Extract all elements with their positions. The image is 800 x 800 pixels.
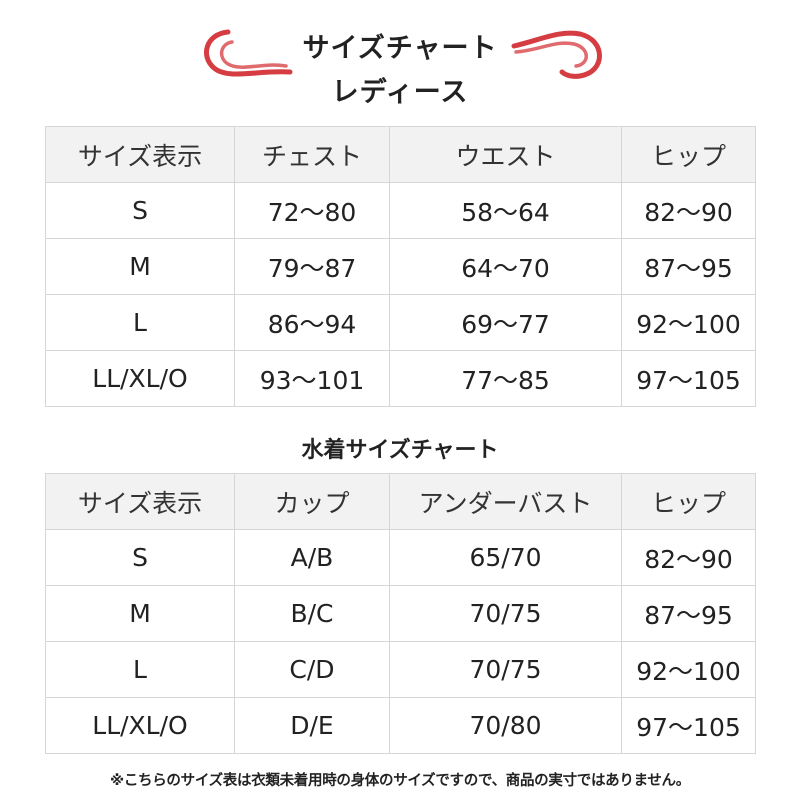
swimwear-title: 水着サイズチャート — [301, 438, 499, 463]
footnote: ※こちらのサイズ表は衣類未着用時の身体のサイズですので、商品の実寸ではありません… — [110, 773, 690, 789]
cell: 97〜105 — [621, 697, 756, 754]
left-swirl-ornament — [203, 29, 293, 77]
column-header: ヒップ — [621, 473, 756, 530]
cell: S — [45, 182, 235, 239]
table-row: L C/D 70/75 92〜100 — [45, 641, 756, 698]
cell: LL/XL/O — [45, 350, 235, 407]
right-swirl-ornament — [511, 30, 602, 79]
cell: 82〜90 — [621, 182, 756, 239]
title-line-2: レディース — [331, 77, 469, 108]
column-header: ヒップ — [621, 126, 756, 183]
cell: LL/XL/O — [45, 697, 235, 754]
cell: 86〜94 — [234, 294, 390, 351]
cell: 70/75 — [389, 641, 622, 698]
cell: 69〜77 — [389, 294, 622, 351]
cell: 82〜90 — [621, 529, 756, 586]
title-line-1: サイズチャート — [302, 33, 498, 64]
column-header: カップ — [234, 473, 390, 530]
column-header: ウエスト — [389, 126, 622, 183]
cell: 97〜105 — [621, 350, 756, 407]
table-row: M 79〜87 64〜70 87〜95 — [45, 238, 756, 295]
table-row: LL/XL/O 93〜101 77〜85 97〜105 — [45, 350, 756, 407]
cell: 70/80 — [389, 697, 622, 754]
cell: 72〜80 — [234, 182, 390, 239]
swimwear-size-table: サイズ表示 カップ アンダーバスト ヒップ S A/B 65/70 82〜90 M B/… — [45, 473, 756, 754]
cell: D/E — [234, 697, 390, 754]
table-row: L 86〜94 69〜77 92〜100 — [45, 294, 756, 351]
cell: 87〜95 — [621, 585, 756, 642]
cell: L — [45, 641, 235, 698]
table-row: M B/C 70/75 87〜95 — [45, 585, 756, 642]
table-row: S 72〜80 58〜64 82〜90 — [45, 182, 756, 239]
ladies-size-table: サイズ表示 チェスト ウエスト ヒップ S 72〜80 58〜64 82〜90 M 79… — [45, 126, 756, 407]
cell: S — [45, 529, 235, 586]
cell: 70/75 — [389, 585, 622, 642]
column-header: アンダーバスト — [389, 473, 622, 530]
cell: 79〜87 — [234, 238, 390, 295]
cell: 92〜100 — [621, 294, 756, 351]
cell: 77〜85 — [389, 350, 622, 407]
table-row: S A/B 65/70 82〜90 — [45, 529, 756, 586]
cell: 93〜101 — [234, 350, 390, 407]
table-header-row: サイズ表示 チェスト ウエスト ヒップ — [45, 126, 756, 183]
cell: A/B — [234, 529, 390, 586]
cell: B/C — [234, 585, 390, 642]
cell: M — [45, 238, 235, 295]
table-header-row: サイズ表示 カップ アンダーバスト ヒップ — [45, 473, 756, 530]
cell: 58〜64 — [389, 182, 622, 239]
cell: C/D — [234, 641, 390, 698]
cell: L — [45, 294, 235, 351]
cell: 65/70 — [389, 529, 622, 586]
column-header: サイズ表示 — [45, 473, 235, 530]
cell: 87〜95 — [621, 238, 756, 295]
cell: M — [45, 585, 235, 642]
cell: 92〜100 — [621, 641, 756, 698]
table-row: LL/XL/O D/E 70/80 97〜105 — [45, 697, 756, 754]
column-header: サイズ表示 — [45, 126, 235, 183]
cell: 64〜70 — [389, 238, 622, 295]
column-header: チェスト — [234, 126, 390, 183]
